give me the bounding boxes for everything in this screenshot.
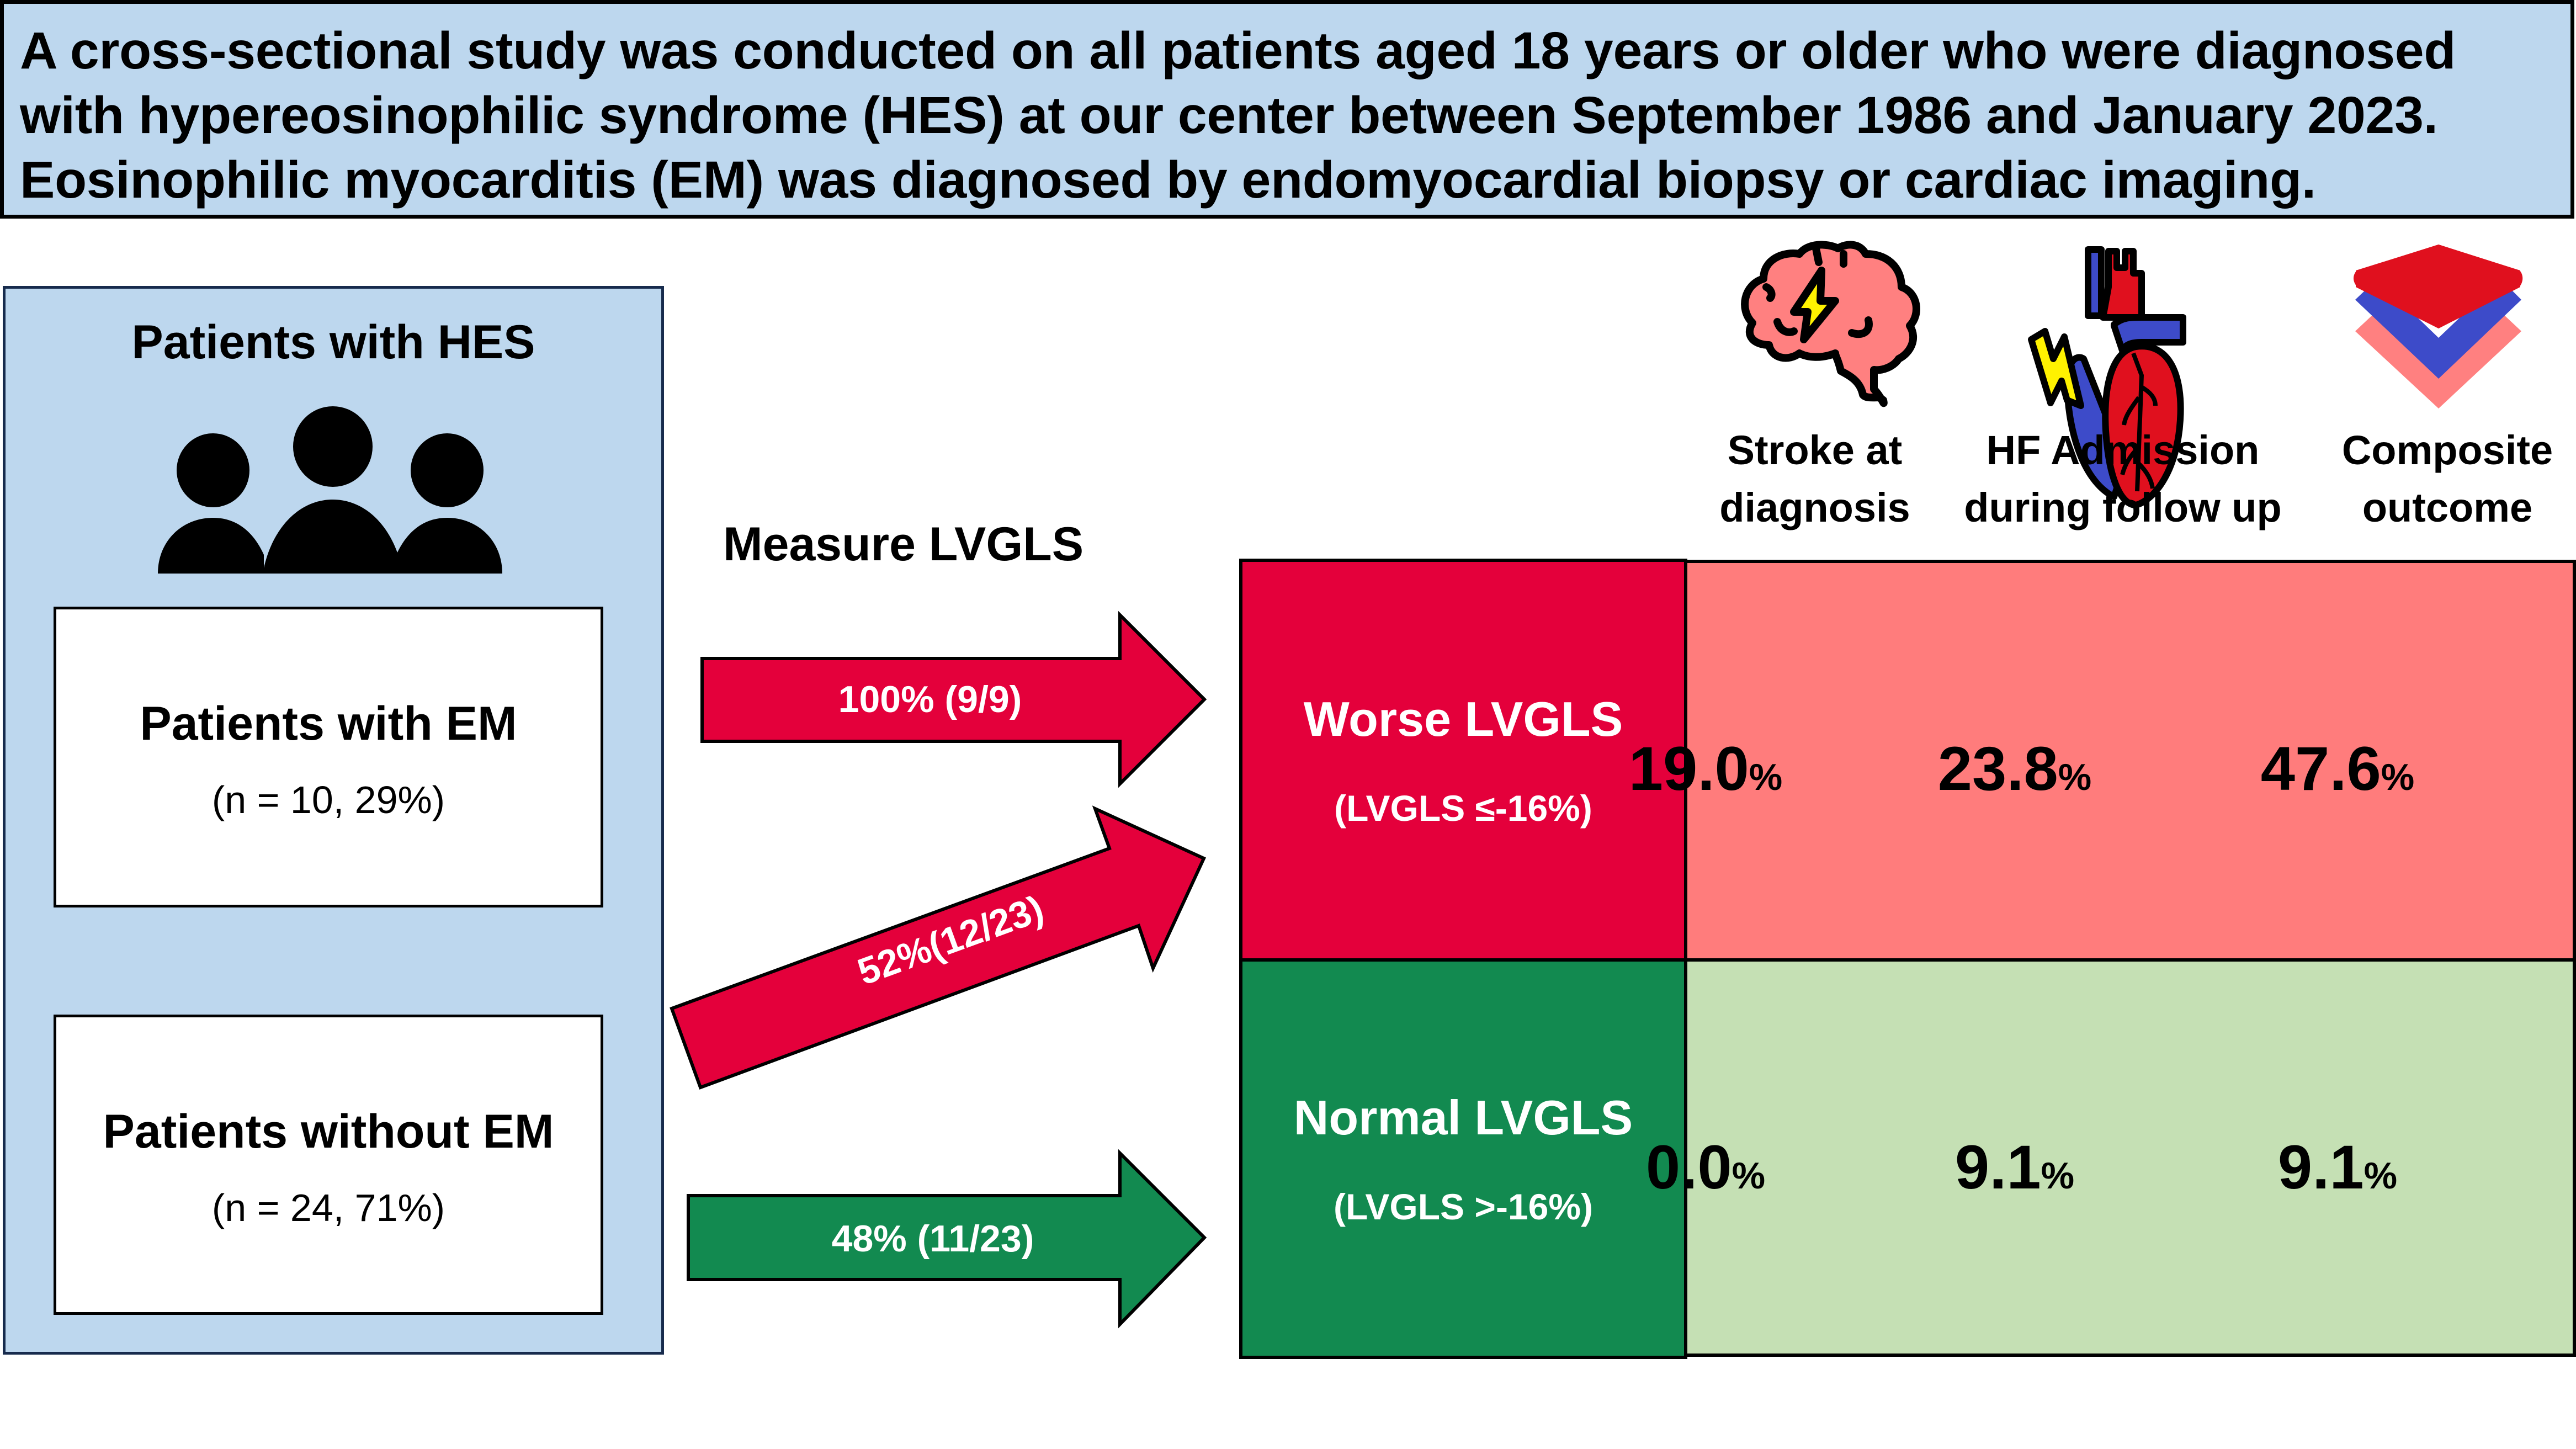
brain-lightning-icon xyxy=(1741,241,1920,407)
study-description-banner: A cross-sectional study was conducted on… xyxy=(0,0,2574,219)
people-group-icon xyxy=(158,406,502,574)
panel-title: Patients with HES xyxy=(131,316,535,369)
row-title: Worse LVGLS xyxy=(1303,692,1623,746)
col-header-line: Composite xyxy=(2341,427,2553,473)
description-line-3: Eosinophilic myocarditis (EM) was diagno… xyxy=(20,151,2316,209)
value-hf-normal: 9.1% xyxy=(1954,1133,2075,1202)
description-line-1: A cross-sectional study was conducted on… xyxy=(20,22,2456,80)
col-header-hf-admission: HF Admission during follow up xyxy=(1946,422,2299,537)
layers-icon xyxy=(2354,245,2523,408)
row-subtitle: (LVGLS >-16%) xyxy=(1333,1186,1594,1227)
row-values-normal-lvgls xyxy=(1684,958,2576,1357)
heart-icon xyxy=(2028,246,2186,508)
row-header-normal-lvgls: Normal LVGLS (LVGLS >-16%) xyxy=(1239,958,1687,1359)
group-count: (n = 24, 71%) xyxy=(211,1186,445,1229)
row-title: Normal LVGLS xyxy=(1293,1090,1633,1145)
col-header-line: Stroke at xyxy=(1727,427,1903,473)
arrow-em-to-worse-label: 100% (9/9) xyxy=(838,678,1022,720)
value-hf-worse: 23.8% xyxy=(1937,734,2092,803)
col-header-stroke: Stroke at diagnosis xyxy=(1638,422,1991,537)
hes-patients-panel: Patients with HES Patients with EM (n = … xyxy=(3,286,664,1355)
group-box-without-em: Patients without EM (n = 24, 71%) xyxy=(54,1015,603,1315)
arrow-noem-to-normal xyxy=(687,1149,1207,1329)
arrow-noem-to-worse xyxy=(670,805,1206,1090)
arrow-noem-to-normal-label: 48% (11/23) xyxy=(832,1218,1034,1260)
col-header-line: outcome xyxy=(2362,485,2533,530)
row-subtitle: (LVGLS ≤-16%) xyxy=(1334,788,1592,829)
value-composite-normal: 9.1% xyxy=(2277,1133,2398,1202)
col-header-line: during follow up xyxy=(1964,485,2282,530)
group-box-with-em: Patients with EM (n = 10, 29%) xyxy=(54,607,603,907)
group-count: (n = 10, 29%) xyxy=(211,778,445,821)
col-header-line: HF Admission xyxy=(1986,427,2260,473)
value-stroke-normal: 0.0% xyxy=(1645,1133,1766,1202)
group-label: Patients without EM xyxy=(103,1105,554,1158)
group-label: Patients with EM xyxy=(140,697,517,750)
arrow-em-to-worse xyxy=(700,611,1207,788)
value-stroke-worse: 19.0% xyxy=(1628,734,1783,803)
description-line-2: with hypereosinophilic syndrome (HES) at… xyxy=(20,86,2438,145)
measure-lvgls-label: Measure LVGLS xyxy=(723,518,1084,571)
col-header-line: diagnosis xyxy=(1719,485,1910,530)
col-header-composite: Composite outcome xyxy=(2271,422,2576,537)
value-composite-worse: 47.6% xyxy=(2260,734,2415,803)
